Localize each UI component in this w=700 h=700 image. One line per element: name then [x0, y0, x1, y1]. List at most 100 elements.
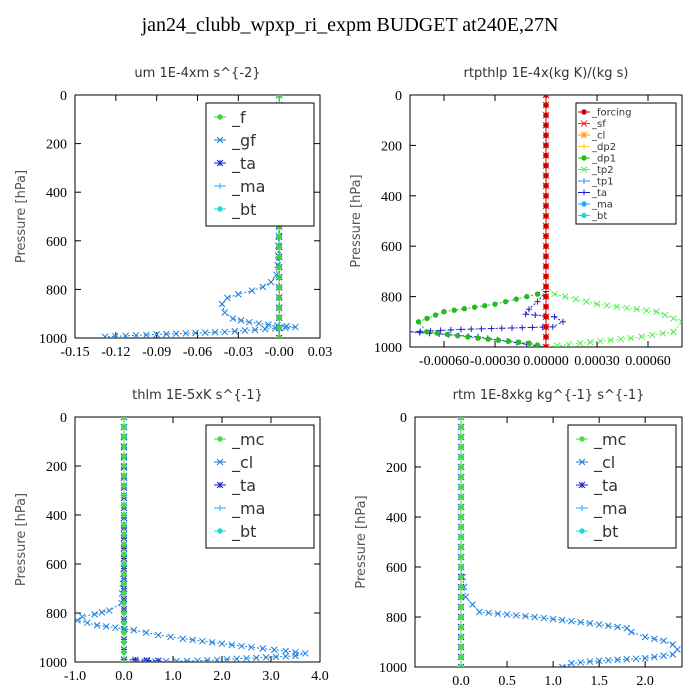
series-marker: [462, 593, 469, 601]
series-marker: [516, 339, 522, 345]
series-marker: [432, 312, 439, 318]
series-marker: [282, 647, 290, 655]
legend-label: _ma: [591, 200, 613, 211]
legend-label: _forcing: [591, 108, 632, 119]
series-marker: [458, 654, 464, 660]
series-marker: [543, 213, 549, 219]
series-marker: [543, 263, 549, 270]
series-marker: [243, 654, 250, 662]
y-tick-label: 600: [46, 558, 67, 573]
series-marker: [112, 624, 119, 632]
series-marker: [577, 659, 585, 666]
series-marker: [208, 639, 216, 646]
series-marker: [549, 615, 557, 623]
x-tick-label: -0.00060: [419, 354, 469, 369]
y-axis-label: Pressure [hPa]: [349, 174, 364, 267]
legend-marker: [217, 114, 223, 120]
series-line: [104, 95, 296, 338]
series-marker: [276, 254, 282, 260]
series-marker: [276, 264, 282, 270]
x-tick-label: -0.03: [224, 345, 253, 360]
series-marker: [543, 314, 549, 320]
x-tick-label: -0.12: [101, 345, 130, 360]
series-marker: [434, 330, 440, 336]
series-marker: [458, 417, 464, 420]
series-marker: [458, 524, 464, 530]
series-marker: [495, 337, 502, 343]
series-group: [457, 417, 681, 667]
legend-marker: [580, 131, 588, 139]
y-tick-label: 400: [46, 186, 67, 201]
series-marker: [201, 329, 209, 336]
series-marker: [275, 95, 280, 99]
series-marker: [458, 664, 464, 667]
series-marker: [607, 336, 614, 344]
y-tick-label: 600: [381, 240, 402, 255]
series-marker: [485, 336, 491, 342]
series-marker: [276, 274, 282, 280]
series-marker: [670, 328, 677, 336]
legend-box: [575, 102, 677, 225]
series-line: [123, 417, 159, 662]
legend-label: _ma: [231, 177, 265, 197]
legend-marker: [580, 120, 588, 127]
series-marker: [632, 655, 640, 663]
series-marker: [543, 112, 549, 118]
series-marker: [522, 612, 529, 620]
y-tick-label: 200: [381, 139, 402, 154]
legend-label: _ta: [591, 188, 607, 199]
series-marker: [604, 656, 612, 664]
panel-title: um 1E-4xm s^{-2}: [134, 66, 260, 81]
series-marker: [460, 417, 465, 421]
series-marker: [543, 132, 549, 139]
series-marker: [102, 623, 110, 630]
y-tick-label: 600: [46, 235, 67, 250]
legend-marker: [579, 528, 585, 534]
series-marker: [614, 656, 621, 664]
series-marker: [231, 327, 239, 335]
series-marker: [531, 613, 539, 621]
y-tick-label: 200: [46, 138, 67, 153]
series-marker: [156, 657, 162, 662]
series-marker: [576, 339, 584, 347]
series-marker: [558, 663, 564, 667]
legend-marker: [216, 159, 224, 167]
legend-label: _dp1: [591, 154, 616, 165]
series-marker: [534, 342, 541, 347]
series-marker: [543, 283, 549, 290]
series-marker: [143, 658, 149, 662]
y-tick-label: 400: [381, 190, 402, 205]
series-marker: [678, 321, 682, 326]
series-marker: [121, 512, 127, 518]
series-marker: [543, 152, 549, 159]
series-marker: [121, 590, 127, 597]
x-tick-label: 0.0: [115, 669, 133, 684]
series-marker: [192, 329, 199, 337]
series-marker: [121, 620, 127, 626]
series-marker: [542, 343, 547, 347]
series-marker: [276, 234, 282, 240]
series-marker: [204, 656, 211, 662]
y-tick-label: 0: [60, 411, 67, 426]
series-marker: [458, 444, 464, 450]
series-marker: [259, 283, 267, 291]
series-marker: [237, 317, 245, 324]
series-marker: [469, 601, 476, 608]
y-tick-label: 800: [381, 291, 402, 306]
legend-label: _ma: [593, 499, 627, 519]
series-marker: [424, 315, 430, 322]
series-marker: [669, 651, 677, 658]
series-marker: [276, 315, 282, 321]
series-marker: [78, 613, 86, 621]
series-marker: [75, 616, 81, 624]
series-marker: [272, 653, 280, 661]
x-tick-label: 0.00030: [574, 354, 620, 369]
series-marker: [229, 315, 237, 322]
series-marker: [275, 334, 280, 338]
series-marker: [458, 564, 464, 570]
series-marker: [211, 328, 219, 336]
series-marker: [172, 330, 180, 338]
series-marker: [586, 658, 594, 665]
legend-marker: [580, 166, 588, 173]
panel-title: rtm 1E-8xkg kg^{-1} s^{-1}: [453, 388, 645, 403]
